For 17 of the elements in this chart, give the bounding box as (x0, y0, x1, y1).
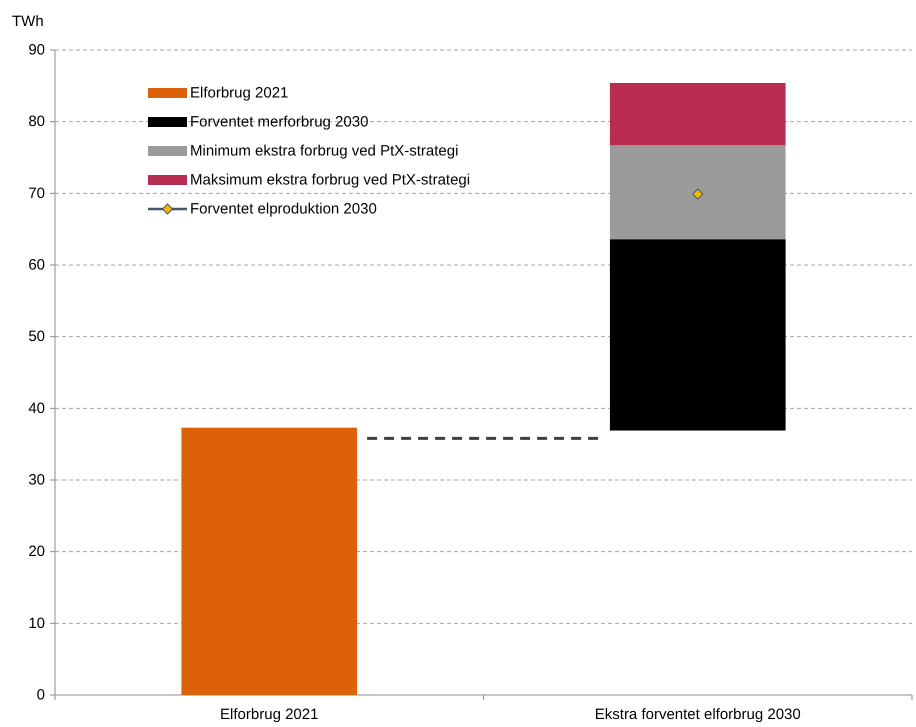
y-tick-label: 80 (28, 113, 45, 130)
y-tick-label: 10 (28, 614, 45, 632)
y-axis-title: TWh (12, 13, 44, 30)
y-tick-label: 30 (28, 472, 45, 488)
legend-label: Forventet elproduktion 2030 (190, 200, 377, 218)
legend-label: Maksimum ekstra forbrug ved PtX-strategi (190, 172, 470, 188)
y-tick-label: 70 (28, 184, 45, 202)
y-tick-label: 40 (28, 400, 45, 417)
y-tick-label: 50 (28, 328, 45, 346)
y-tick-label: 20 (28, 543, 45, 560)
legend-label: Forventet merforbrug 2030 (190, 114, 368, 130)
y-tick-label: 90 (28, 42, 45, 58)
legend-label: Minimum ekstra forbrug ved PtX-strategi (190, 142, 458, 160)
legend-label: Elforbrug 2021 (190, 84, 288, 102)
y-tick-label: 0 (36, 686, 45, 704)
y-tick-label: 60 (28, 256, 45, 274)
x-tick-label: Ekstra forventet elforbrug 2030 (594, 706, 801, 723)
